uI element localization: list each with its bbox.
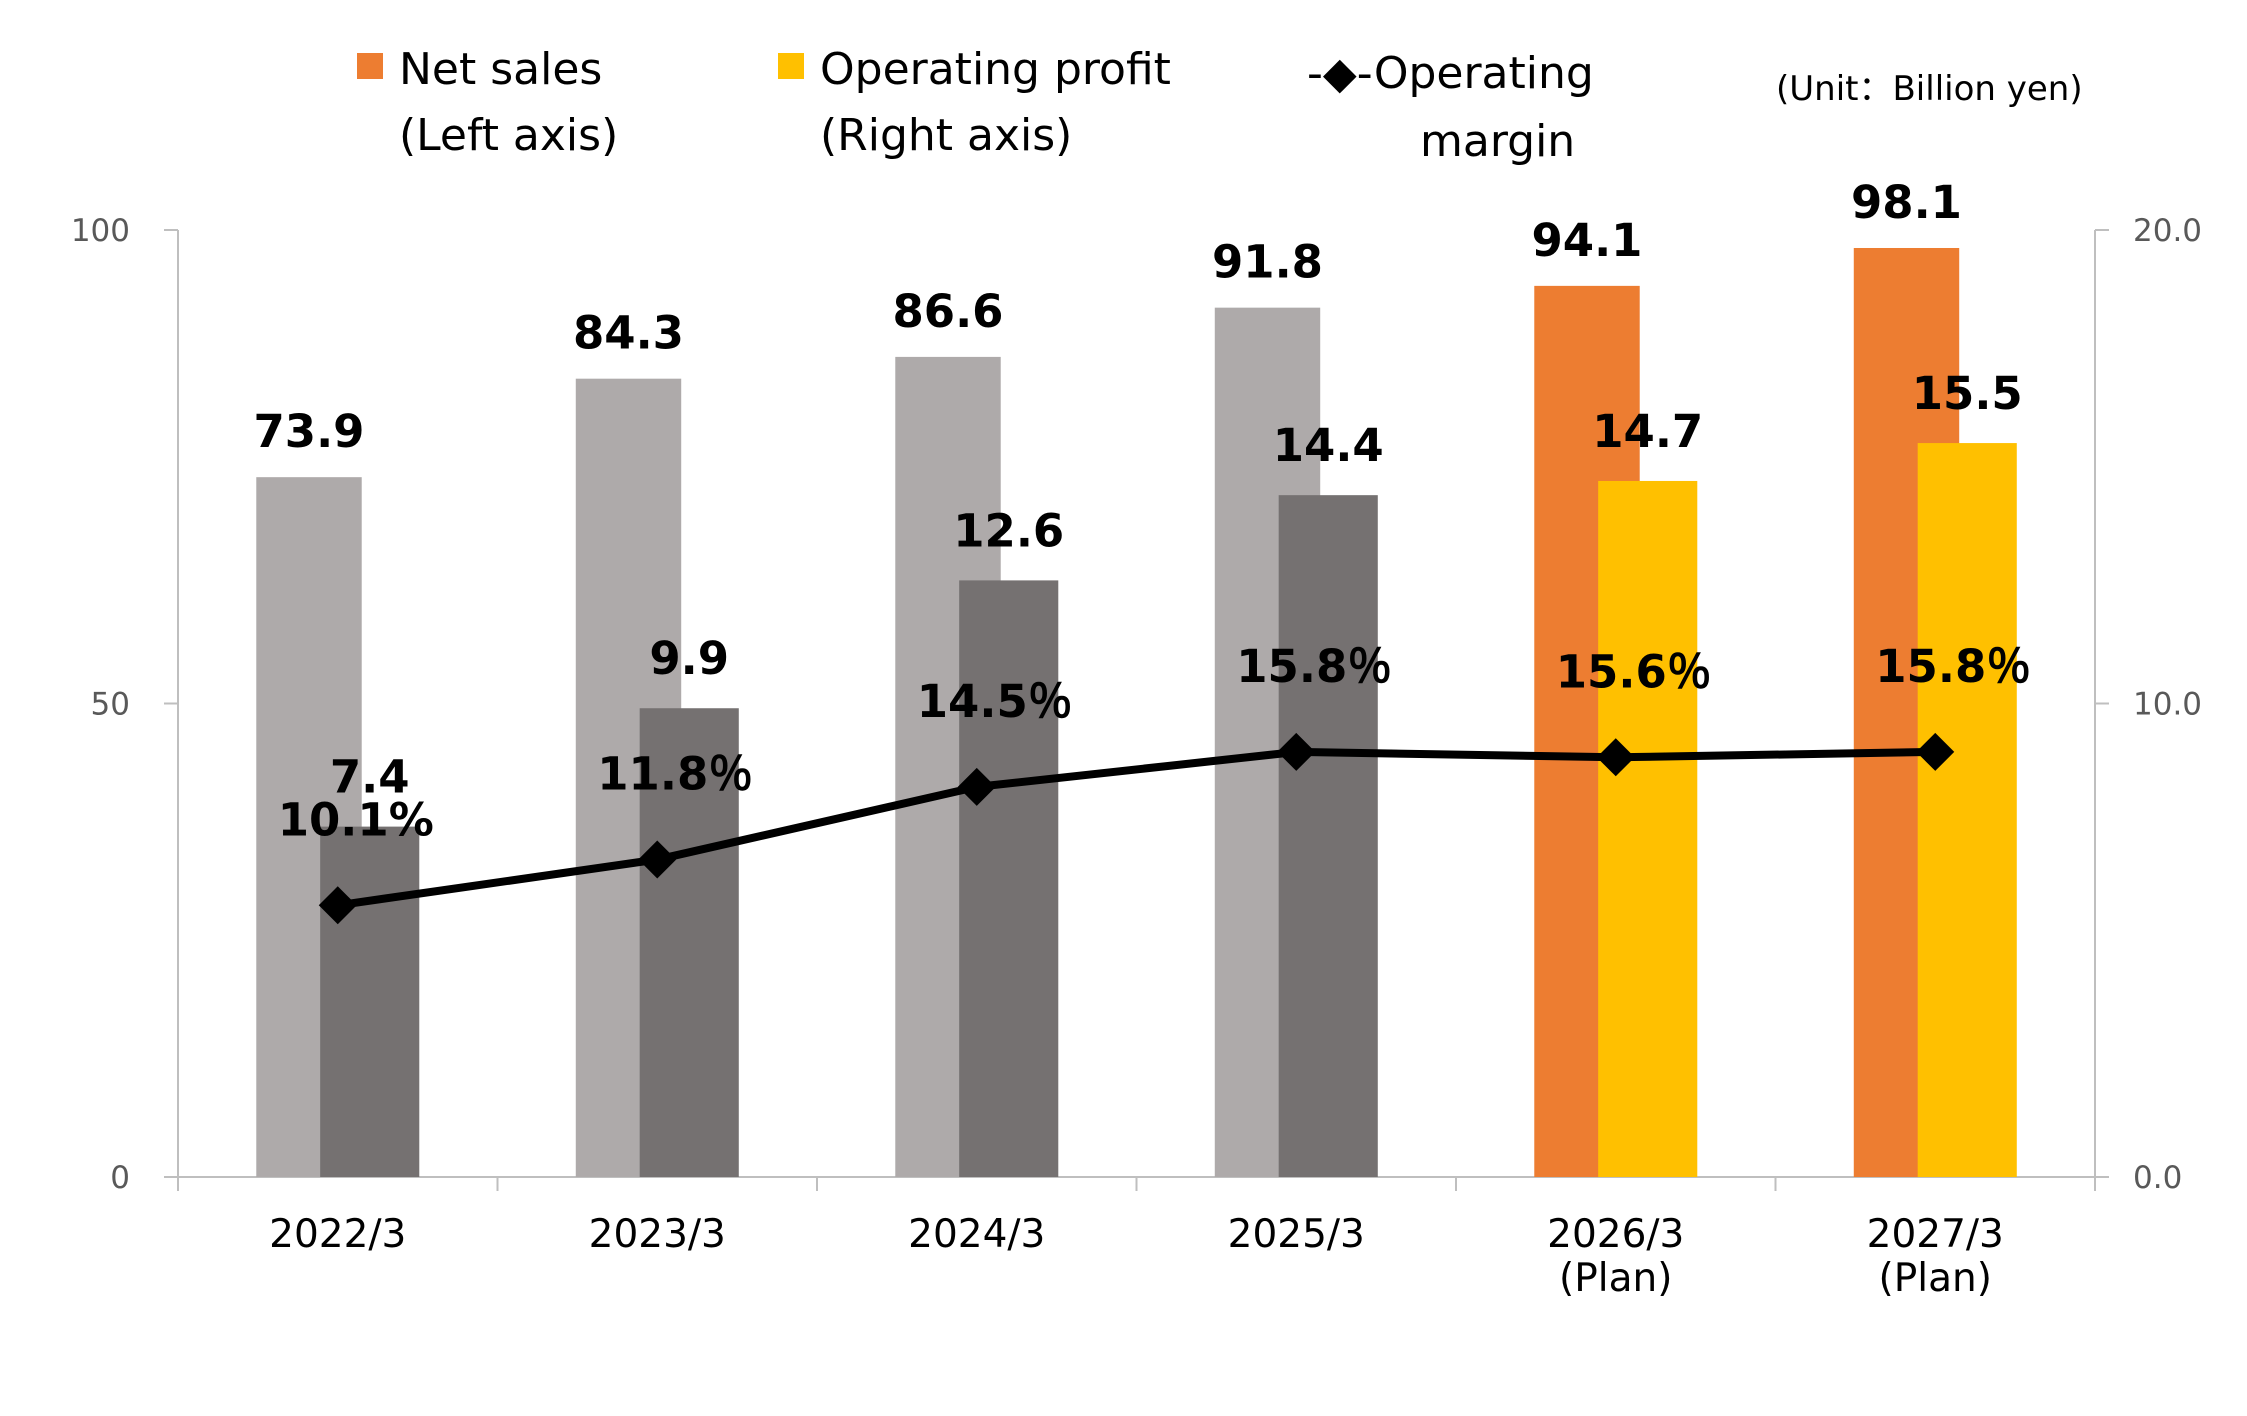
left-axis-ticks: 0 50 100 [71,213,178,1196]
legend-label-net-sales: Net sales [399,44,602,95]
category-label: 2024/3 [908,1212,1045,1257]
bar-operating-profit [1598,480,1698,1178]
legend-label-operating-profit: Operating profit [820,44,1171,95]
margin-point [1277,732,1316,771]
label-operating-profit: 15.5 [1912,367,2023,420]
bar-operating-profit [639,708,739,1177]
legend-sublabel-net-sales: (Left axis) [399,110,618,161]
label-operating-margin: 15.8％ [1236,640,1392,693]
label-net-sales: 94.1 [1531,214,1642,267]
category-sublabel: (Plan) [1559,1256,1672,1301]
category-label: 2025/3 [1228,1212,1365,1257]
label-operating-profit: 12.6 [953,504,1064,557]
legend-sublabel-operating-margin: margin [1420,116,1575,167]
label-net-sales: 84.3 [573,307,684,360]
label-operating-profit: 7.4 [330,751,410,804]
right-axis-ticks: 0.0 10.0 20.0 [2095,213,2202,1196]
right-tick-label: 10.0 [2133,687,2202,723]
label-net-sales: 73.9 [253,405,364,458]
left-tick-label: 50 [91,687,130,723]
label-operating-profit: 14.7 [1592,405,1703,458]
category-label: 2023/3 [589,1212,726,1257]
right-tick-label: 0.0 [2133,1160,2182,1196]
category-label: 2027/3 [1867,1212,2004,1257]
bar-operating-profit [1917,443,2017,1177]
label-operating-margin: 15.6％ [1556,645,1712,698]
left-tick-label: 0 [110,1160,130,1196]
label-net-sales: 91.8 [1212,236,1323,289]
left-tick-label: 100 [71,213,130,249]
legend-sublabel-operating-profit: (Right axis) [820,110,1072,161]
category-label: 2026/3 [1547,1212,1684,1257]
legend-label-operating-margin: -◆-Operating [1307,48,1594,99]
right-tick-label: 20.0 [2133,213,2202,249]
label-operating-profit: 14.4 [1273,419,1384,472]
margin-point [1916,732,1955,771]
x-axis-ticks [177,1177,2096,1191]
category-labels: 2022/3 2023/3 2024/3 2025/3 2026/3(Plan)2027… [269,1212,2004,1301]
axes [177,230,2096,1178]
bars [256,247,2017,1178]
margin-point [318,886,357,925]
margin-line-group [318,732,1955,925]
bar-operating-profit [1278,495,1378,1177]
label-operating-margin: 10.1% [278,793,434,846]
legend: Net sales (Left axis) Operating profit (… [357,44,2083,167]
bar-operating-profit [959,580,1059,1177]
unit-label: (Unit：Billion yen) [1776,69,2083,109]
legend-swatch-net-sales [357,53,383,79]
data-labels: 73.9 7.4 84.3 9.9 86.6 12.6 91.8 14.4 94.1 14.7 98… [253,176,2031,846]
label-operating-margin: 14.5％ [917,675,1073,728]
bar-operating-profit [320,826,420,1177]
category-sublabel: (Plan) [1879,1256,1992,1301]
label-operating-margin: 15.8％ [1875,640,2031,693]
margin-point [1596,738,1635,777]
category-label: 2022/3 [269,1212,406,1257]
legend-swatch-operating-profit [778,53,804,79]
label-operating-margin: 11.8％ [597,748,753,801]
margin-point [957,767,996,806]
margin-point [638,840,677,879]
label-operating-profit: 9.9 [649,632,729,685]
label-net-sales: 86.6 [892,285,1003,338]
margin-line [337,747,1936,910]
label-net-sales: 98.1 [1851,176,1962,229]
